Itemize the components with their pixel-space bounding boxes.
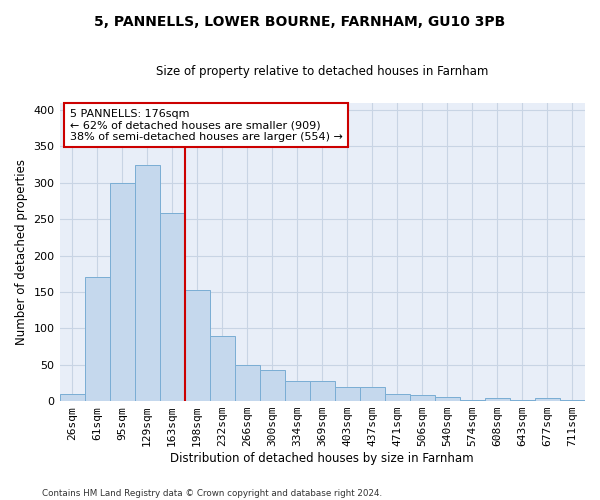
Bar [510,400,535,401]
Bar [134,164,160,401]
Bar [160,214,185,401]
Bar [59,394,85,401]
Bar [285,382,310,401]
Bar [209,336,235,401]
Title: Size of property relative to detached houses in Farnham: Size of property relative to detached ho… [156,65,488,78]
Bar [335,386,360,401]
Bar [385,394,410,401]
Bar [485,398,510,401]
Bar [85,278,110,401]
Bar [260,370,285,401]
Bar [560,400,585,401]
Bar [235,364,260,401]
Bar [310,382,335,401]
Bar [110,183,134,401]
Bar [185,290,209,401]
X-axis label: Distribution of detached houses by size in Farnham: Distribution of detached houses by size … [170,452,474,465]
Text: 5 PANNELLS: 176sqm
← 62% of detached houses are smaller (909)
38% of semi-detach: 5 PANNELLS: 176sqm ← 62% of detached hou… [70,108,343,142]
Text: Contains HM Land Registry data © Crown copyright and database right 2024.: Contains HM Land Registry data © Crown c… [42,488,382,498]
Bar [535,398,560,401]
Bar [460,400,485,401]
Bar [360,386,385,401]
Text: 5, PANNELLS, LOWER BOURNE, FARNHAM, GU10 3PB: 5, PANNELLS, LOWER BOURNE, FARNHAM, GU10… [94,15,506,29]
Bar [410,396,435,401]
Bar [435,398,460,401]
Y-axis label: Number of detached properties: Number of detached properties [15,159,28,345]
